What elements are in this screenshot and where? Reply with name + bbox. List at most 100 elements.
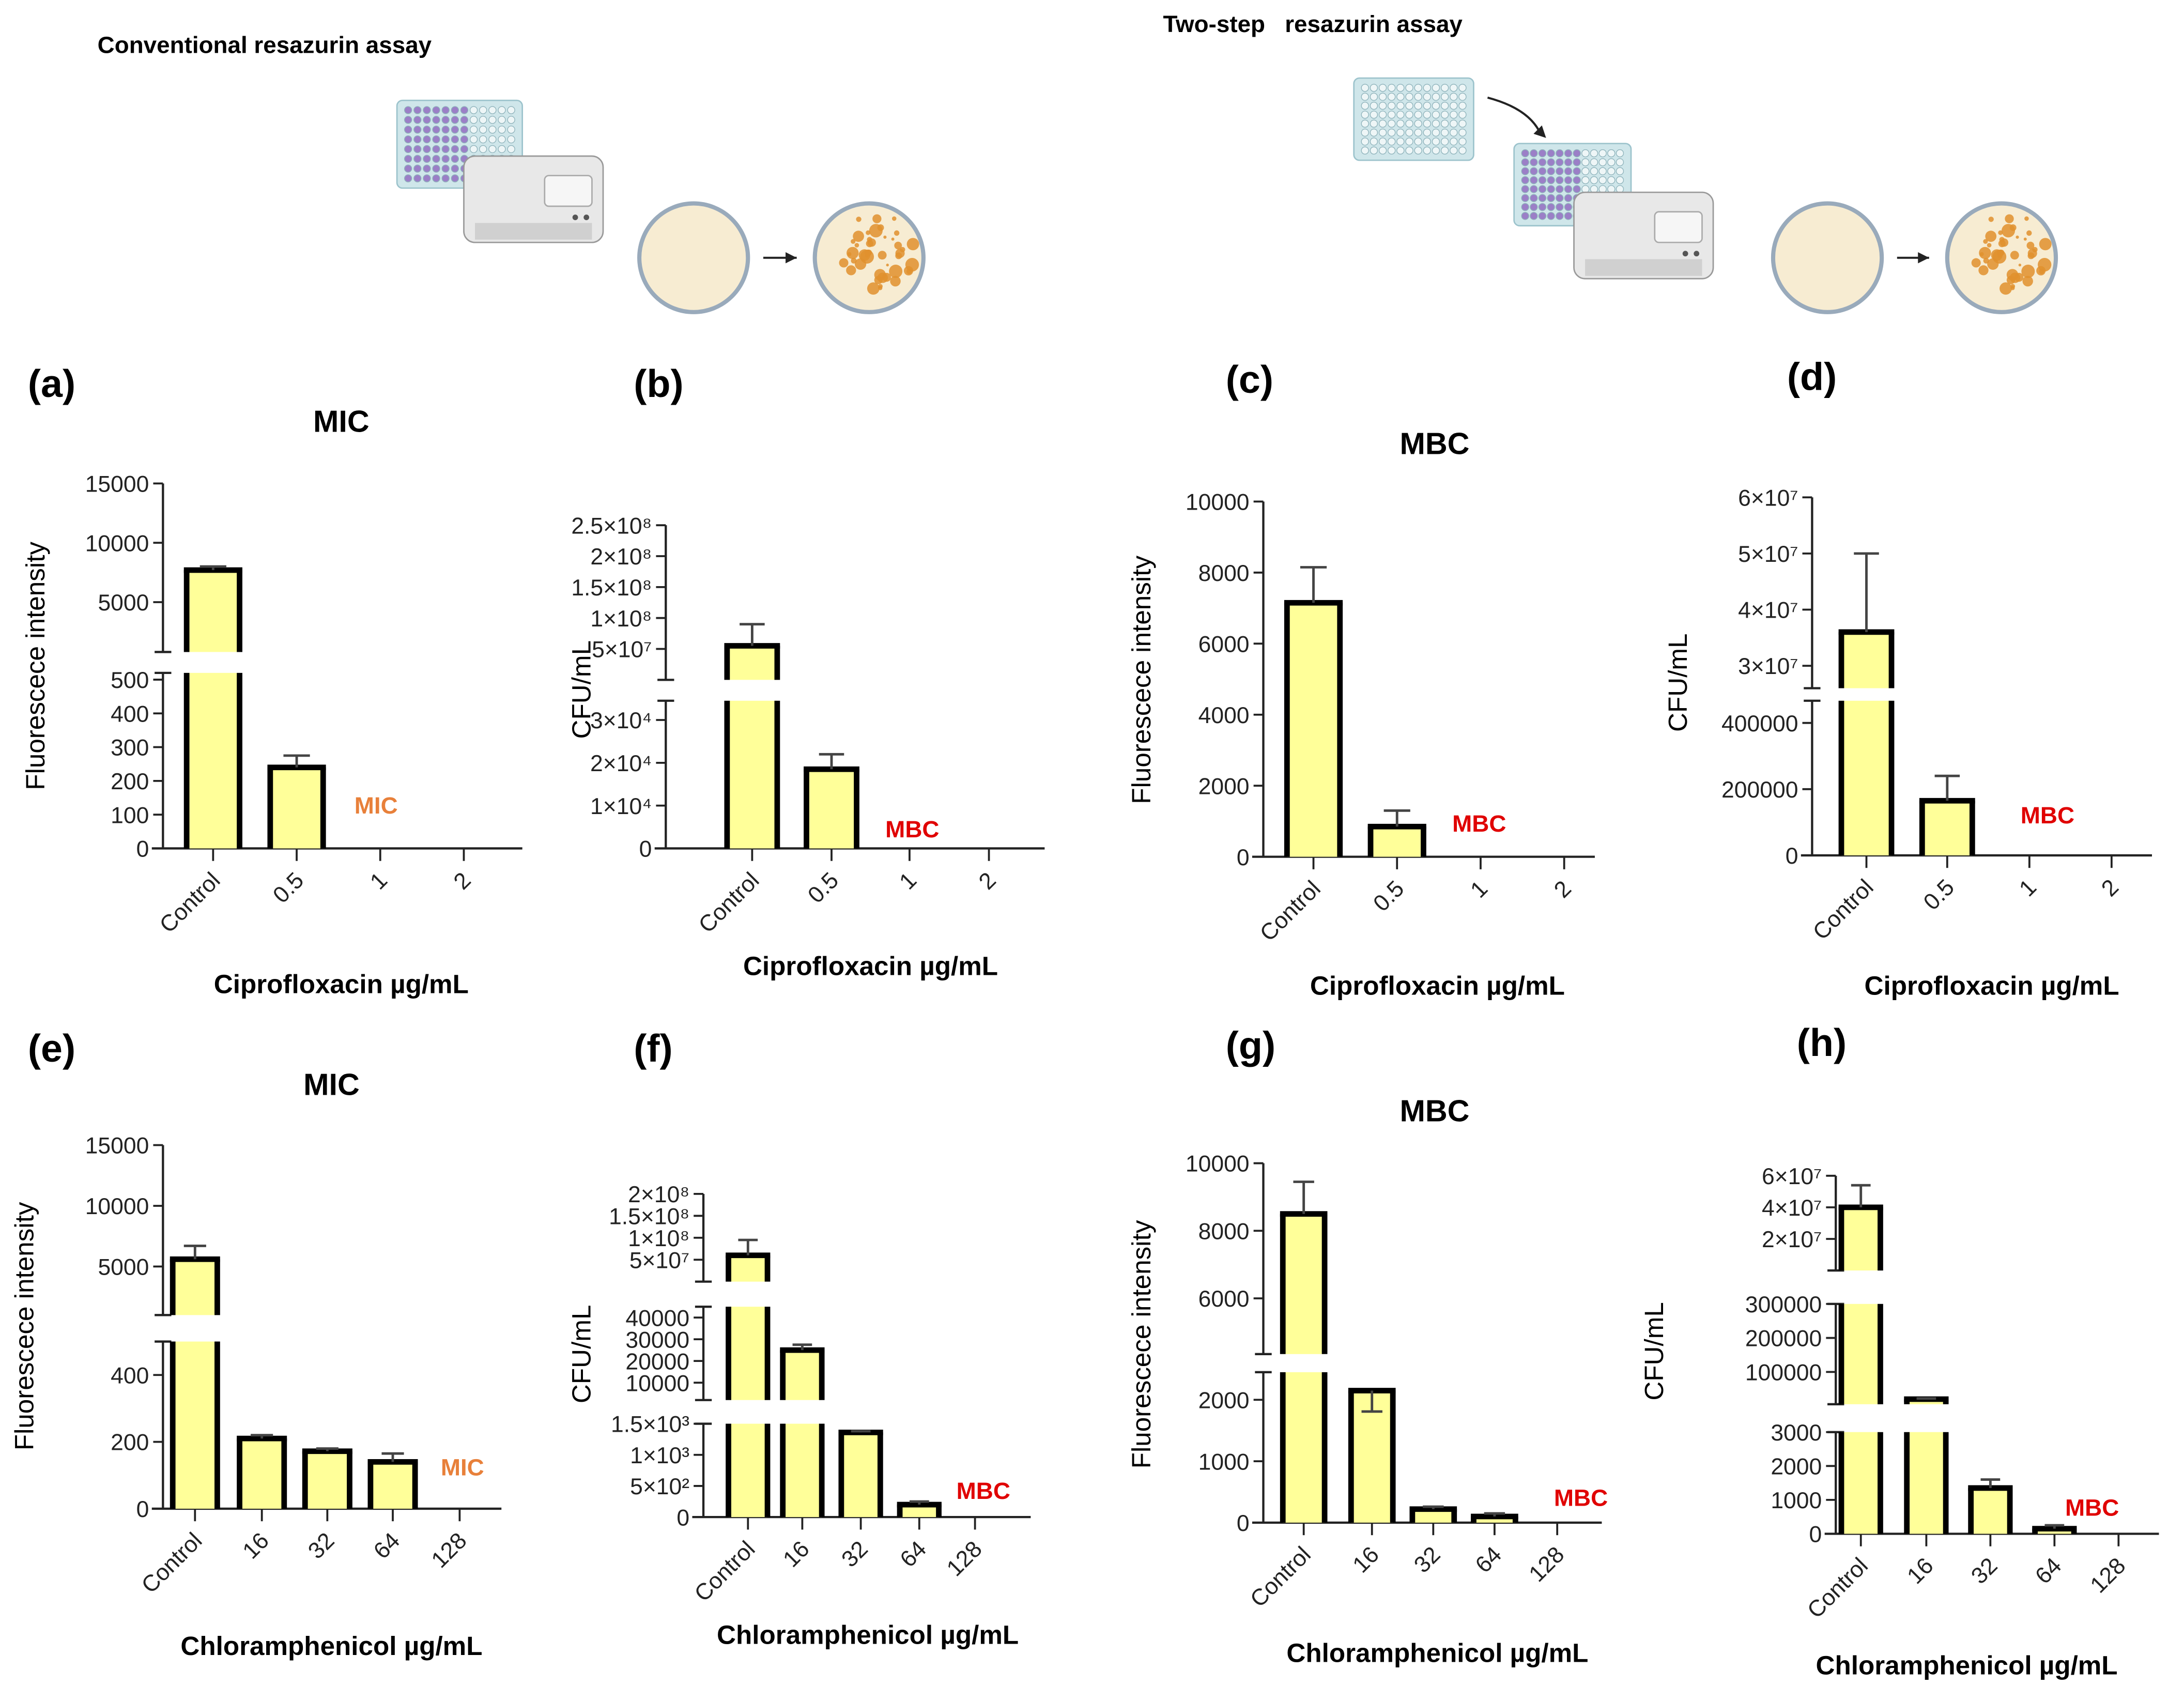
colony [2005, 214, 2014, 223]
plate-well [1388, 128, 1396, 137]
plate-well [1450, 101, 1458, 110]
x-tick-label: 16 [778, 1536, 814, 1572]
plate-well [1521, 176, 1529, 185]
reader-button [572, 214, 578, 220]
y-tick-label: 100 [111, 803, 149, 828]
plate-well [488, 106, 497, 114]
plate-well [451, 135, 459, 144]
x-tick-label: 64 [2031, 1553, 2067, 1589]
plate-well [1547, 167, 1555, 175]
bar-fill [728, 1307, 768, 1400]
colony [2026, 241, 2035, 250]
colony [905, 258, 919, 272]
plate-well [1388, 84, 1396, 92]
colony [851, 239, 856, 244]
plate-well [1616, 167, 1624, 175]
x-tick-label: 1 [2014, 875, 2041, 901]
y-tick-label: 15000 [85, 471, 149, 497]
bar-fill [782, 1350, 822, 1400]
bar-fill [1283, 1214, 1325, 1354]
plate-well [498, 145, 506, 154]
plate-well [1547, 194, 1555, 202]
plate-well [1581, 158, 1590, 166]
y-tick-label: 10000 [1186, 490, 1250, 515]
x-tick-label: 1 [895, 868, 921, 895]
colony [891, 216, 897, 221]
panel-label: (g) [1226, 1023, 1275, 1067]
bar-fill [1906, 1432, 1946, 1534]
plate-well [1530, 203, 1538, 211]
bar-fill [270, 767, 324, 849]
plate-well [469, 145, 478, 154]
plate-well [1556, 158, 1564, 166]
plate-well [1538, 185, 1547, 193]
bar-fill [370, 1462, 416, 1509]
bar-fill [727, 646, 777, 680]
x-axis-label: Ciprofloxacin µg/mL [1310, 971, 1565, 1000]
colony [1988, 217, 1994, 222]
plate-well [413, 174, 422, 182]
reader-button [1694, 251, 1700, 257]
y-tick-label: 400 [111, 701, 149, 727]
plate-well [1547, 149, 1555, 158]
plate-well [507, 145, 515, 154]
plate-well [1538, 176, 1547, 185]
plate-well [432, 174, 440, 182]
colony [883, 235, 887, 239]
plate-well [1530, 158, 1538, 166]
colony [853, 231, 864, 242]
plate-well [1564, 167, 1573, 175]
plate-well [1607, 176, 1616, 185]
plate-well [451, 106, 459, 114]
curved-arrow [1487, 96, 1542, 134]
x-tick-label: 128 [942, 1536, 987, 1581]
chart-title: MBC [1399, 426, 1469, 461]
plate-well [1590, 167, 1598, 175]
petri-dish-icon [1771, 201, 2058, 314]
y-tick-label: 2.5×10⁸ [571, 513, 652, 539]
threshold-annotation: MBC [2021, 802, 2074, 829]
x-tick-label: 64 [895, 1536, 931, 1572]
x-tick-label: Control [1255, 876, 1326, 946]
y-tick-label: 20000 [625, 1349, 689, 1374]
x-tick-label: 128 [427, 1528, 472, 1573]
y-tick-label: 0 [136, 837, 149, 862]
plate-well [488, 145, 497, 154]
plate-well [1450, 146, 1458, 155]
plate-well [498, 106, 506, 114]
colony [851, 257, 857, 264]
plate-well [1405, 111, 1413, 119]
y-tick-label: 5×10² [630, 1474, 689, 1499]
plate-well [441, 126, 450, 134]
plate-well [1440, 93, 1449, 101]
plate-well [1530, 149, 1538, 158]
bar-fill [173, 1259, 218, 1315]
y-tick-label: 0 [639, 837, 652, 862]
y-tick-label: 1000 [1198, 1449, 1250, 1475]
plate-well [1521, 212, 1529, 220]
plate-well [1405, 137, 1413, 146]
reader-button [1682, 251, 1688, 257]
colony [2038, 258, 2052, 272]
plate-well [404, 116, 412, 124]
y-tick-label: 5×10⁷ [1738, 542, 1798, 567]
bar-fill [187, 672, 240, 849]
plate-well [423, 174, 431, 182]
plate-well [1396, 128, 1405, 137]
y-axis-label: Fluorescece intensity [1127, 556, 1156, 804]
plate-well [1556, 176, 1564, 185]
plate-well [1556, 149, 1564, 158]
plate-well [432, 106, 440, 114]
colony [866, 240, 873, 248]
plate-well [1458, 93, 1467, 101]
threshold-annotation: MIC [441, 1454, 484, 1480]
charts: (a) MIC Fluorescece intensity Ciprofloxacin… [10, 355, 2159, 1680]
plate-well [1564, 185, 1573, 193]
plate-well [1581, 176, 1590, 185]
y-tick-label: 500 [111, 668, 149, 693]
y-axis-label: Fluorescece intensity [21, 542, 50, 790]
plate-well [498, 126, 506, 134]
plate-well [432, 155, 440, 163]
x-tick-label: Control [1803, 1553, 1873, 1623]
plate-well [1607, 149, 1616, 158]
